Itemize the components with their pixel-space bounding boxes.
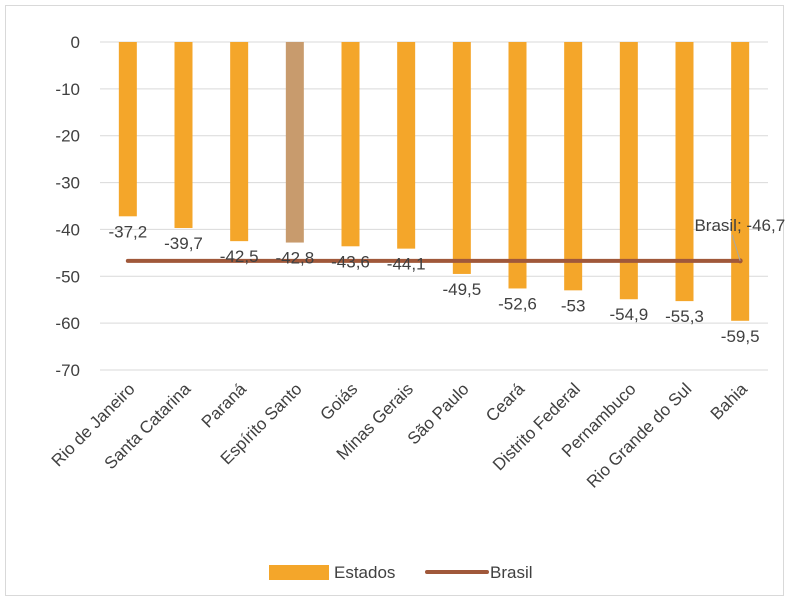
x-tick-label: São Paulo <box>404 379 473 448</box>
bar-data-label: -39,7 <box>164 234 203 253</box>
x-tick-label: Paraná <box>198 379 251 432</box>
legend-label-brasil: Brasil <box>490 563 533 582</box>
bar <box>341 42 360 247</box>
y-tick-label: -70 <box>55 361 80 380</box>
y-tick-label: 0 <box>71 33 80 52</box>
bar <box>174 42 193 229</box>
y-tick-label: -10 <box>55 80 80 99</box>
y-tick-label: -20 <box>55 127 80 146</box>
y-tick-label: -50 <box>55 267 80 286</box>
bar-data-label: -53 <box>561 296 586 315</box>
y-tick-label: -30 <box>55 174 80 193</box>
bar-data-label: -42,5 <box>220 247 259 266</box>
bar-data-label: -59,5 <box>721 327 760 346</box>
legend-swatch-estados <box>269 565 329 580</box>
bar-data-label: -55,3 <box>665 307 704 326</box>
bar <box>564 42 583 291</box>
bar-data-label: -43,6 <box>331 252 370 271</box>
bar-data-label: -54,9 <box>609 305 648 324</box>
bar <box>619 42 638 300</box>
bar-data-label: -37,2 <box>108 222 147 241</box>
bar <box>452 42 471 274</box>
bar-data-label: -49,5 <box>442 280 481 299</box>
brasil-data-label: Brasil; -46,7 <box>694 216 785 235</box>
x-tick-label: Ceará <box>482 379 529 426</box>
bar <box>397 42 416 249</box>
x-tick-label: Bahia <box>707 379 752 424</box>
x-tick-label: Goiás <box>316 379 361 424</box>
x-tick-label: Rio Grande do Sul <box>583 379 695 491</box>
bar <box>230 42 249 242</box>
y-tick-label: -60 <box>55 314 80 333</box>
bar <box>285 42 304 243</box>
bar <box>508 42 527 289</box>
bar-data-label: -42,8 <box>275 249 314 268</box>
legend-label-estados: Estados <box>334 563 395 582</box>
bar-data-label: -44,1 <box>387 255 426 274</box>
y-tick-label: -40 <box>55 220 80 239</box>
bar-data-label: -52,6 <box>498 294 537 313</box>
brasil-label-leader <box>731 234 741 261</box>
bar <box>731 42 750 321</box>
bar <box>675 42 694 302</box>
bar <box>118 42 137 217</box>
